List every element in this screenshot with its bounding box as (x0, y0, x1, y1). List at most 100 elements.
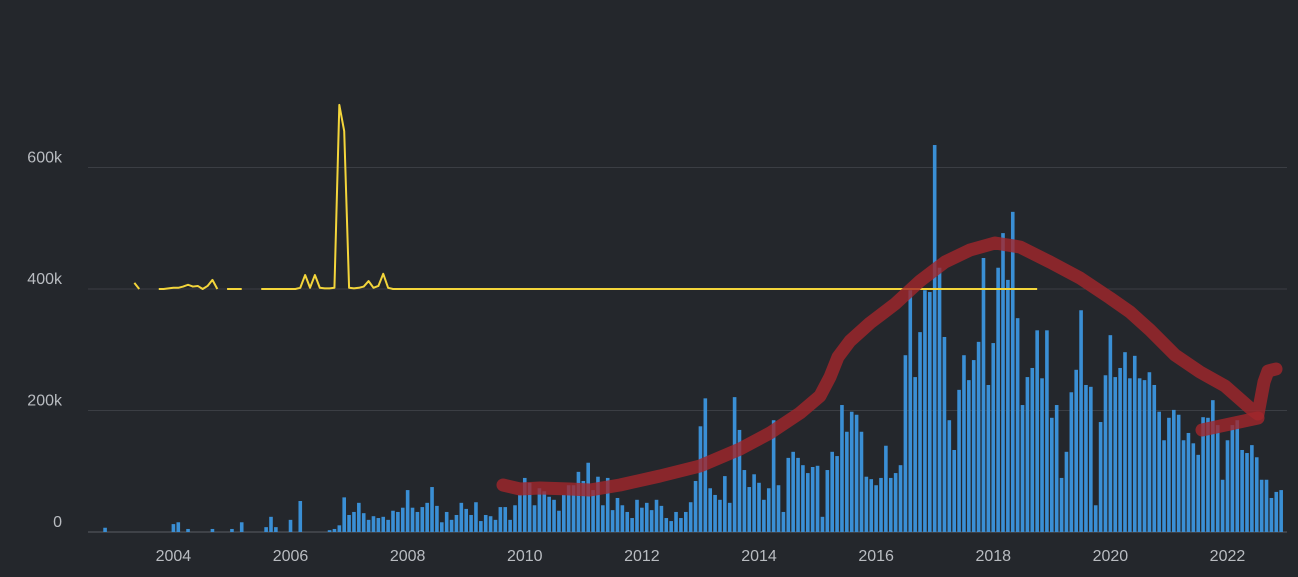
bar (806, 473, 810, 532)
x-tick-label: 2004 (156, 548, 192, 565)
bar (986, 384, 991, 532)
bar (727, 502, 732, 532)
bar (757, 482, 761, 532)
bar (962, 355, 966, 532)
bar (1186, 432, 1191, 532)
bar (615, 497, 620, 532)
bar (1113, 377, 1118, 532)
bar (581, 480, 586, 532)
y-tick-label: 400k (27, 271, 63, 288)
bar (1093, 505, 1098, 532)
bar (1206, 417, 1210, 532)
bar (274, 527, 278, 532)
bar (801, 465, 805, 532)
bar (1274, 491, 1279, 532)
bar (605, 477, 610, 532)
bar (688, 502, 693, 532)
x-tick-label: 2020 (1093, 548, 1129, 565)
bar (230, 528, 234, 532)
bar (576, 471, 581, 532)
bar (1172, 409, 1176, 532)
bar (737, 429, 742, 532)
bar (586, 462, 590, 532)
bar (405, 490, 410, 532)
bar (420, 507, 425, 532)
bar (542, 491, 547, 532)
bar (1230, 425, 1235, 532)
bar (952, 449, 956, 532)
bar (347, 514, 351, 532)
bar (796, 457, 800, 532)
bar (474, 502, 478, 532)
bar (625, 511, 630, 532)
bar (352, 511, 356, 532)
bar (186, 528, 190, 532)
bar (210, 528, 215, 532)
bar (903, 355, 908, 532)
annotation (496, 236, 1283, 497)
bar (1064, 451, 1069, 532)
bar (1010, 211, 1015, 532)
line (158, 278, 219, 290)
bar (342, 497, 346, 532)
bar (781, 511, 786, 532)
bar (464, 508, 468, 532)
bar (498, 507, 503, 532)
bar (454, 514, 459, 532)
bar (815, 465, 820, 532)
bar (1006, 279, 1010, 532)
bar (1040, 378, 1044, 532)
bar (879, 477, 883, 532)
bar (435, 505, 439, 532)
bar (942, 336, 947, 532)
bar (332, 528, 337, 532)
bar (825, 470, 830, 532)
x-tick-label: 2010 (507, 548, 543, 565)
bar (1123, 352, 1127, 532)
bar (620, 505, 625, 532)
bar (1084, 384, 1088, 532)
bar (845, 431, 849, 532)
bar (376, 518, 381, 532)
bar (752, 474, 756, 532)
bar (1020, 405, 1025, 532)
bar (410, 507, 415, 532)
bar (747, 487, 752, 532)
bar (1220, 479, 1225, 532)
bar (810, 466, 815, 532)
bar (171, 524, 176, 532)
bar (239, 522, 244, 532)
bar (1001, 233, 1005, 533)
bar (1201, 417, 1205, 532)
bar (1176, 414, 1181, 532)
bar (830, 451, 834, 532)
bar (732, 397, 737, 532)
bar (527, 482, 532, 532)
bar (1054, 405, 1059, 532)
bar (557, 510, 561, 532)
bar (766, 488, 771, 532)
bar (1108, 335, 1113, 532)
bar (1030, 367, 1035, 532)
bar (518, 494, 522, 532)
bar (762, 499, 766, 532)
bar (1162, 440, 1166, 532)
bar (440, 522, 444, 532)
bar (918, 332, 922, 532)
bar (888, 477, 893, 532)
bar (366, 519, 371, 532)
bar (1181, 440, 1186, 532)
bar (937, 267, 942, 532)
bar (1079, 310, 1083, 532)
bar (908, 290, 913, 532)
bar (508, 519, 512, 532)
bar (659, 505, 664, 532)
bar (1215, 425, 1220, 532)
bar (610, 510, 615, 532)
bar (947, 420, 952, 532)
bar (591, 490, 595, 532)
x-tick-label: 2012 (624, 548, 660, 565)
bar (684, 511, 688, 532)
bar (884, 445, 888, 532)
